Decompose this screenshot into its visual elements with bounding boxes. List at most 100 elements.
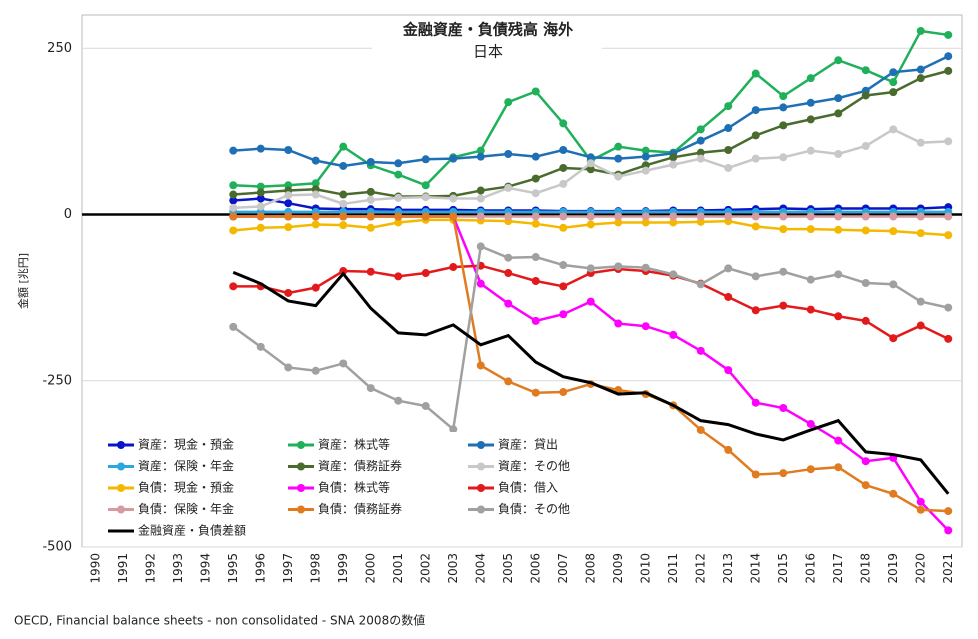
x-tick-label: 2012 (693, 553, 707, 584)
data-point (476, 279, 485, 288)
x-tick-label: 1996 (253, 553, 267, 584)
x-tick-label: 1998 (308, 553, 322, 584)
legend-marker (297, 484, 305, 492)
data-point (394, 212, 403, 221)
data-point (669, 160, 678, 169)
legend-marker (477, 441, 485, 449)
data-point (724, 163, 733, 172)
data-point (476, 194, 485, 203)
data-point (669, 270, 678, 279)
data-point (696, 425, 705, 434)
data-point (834, 436, 843, 445)
data-point (449, 263, 458, 272)
x-tick-label: 2009 (611, 553, 625, 584)
data-point (531, 87, 540, 96)
data-point (916, 26, 925, 35)
data-point (476, 186, 485, 195)
data-point (861, 212, 870, 221)
data-point (806, 212, 815, 221)
data-point (531, 316, 540, 325)
data-point (504, 253, 513, 262)
legend-marker (297, 505, 305, 514)
data-point (614, 154, 623, 163)
data-point (614, 172, 623, 181)
data-point (614, 142, 623, 151)
data-point (504, 269, 513, 278)
data-point (476, 152, 485, 161)
data-point (834, 225, 843, 234)
data-point (944, 212, 953, 221)
data-point (696, 212, 705, 221)
data-point (944, 231, 953, 240)
x-tick-label: 2013 (721, 553, 735, 584)
data-point (504, 377, 513, 386)
legend-marker (117, 505, 125, 514)
data-point (669, 212, 678, 221)
data-point (339, 142, 348, 151)
data-point (889, 334, 898, 343)
data-point (696, 280, 705, 289)
data-point (284, 199, 293, 208)
data-point (229, 190, 238, 199)
data-point (311, 283, 320, 292)
data-point (476, 242, 485, 251)
x-tick-label: 2004 (473, 553, 487, 584)
data-point (751, 212, 760, 221)
data-point (806, 98, 815, 107)
data-point (586, 212, 595, 221)
data-point (834, 270, 843, 279)
data-point (256, 144, 265, 153)
data-point (696, 154, 705, 163)
x-tick-label: 2007 (556, 553, 570, 584)
title-box (372, 18, 602, 64)
x-tick-label: 2018 (858, 553, 872, 584)
legend-label: 資産：保険・年金 (138, 458, 234, 473)
data-point (724, 145, 733, 154)
legend-label: 資産：その他 (498, 458, 570, 473)
legend-marker (117, 441, 125, 449)
x-tick-label: 2010 (638, 553, 652, 584)
data-point (394, 396, 403, 405)
data-point (586, 297, 595, 306)
data-point (861, 481, 870, 490)
data-point (724, 292, 733, 301)
data-point (889, 68, 898, 77)
data-point (421, 155, 430, 164)
data-point (751, 222, 760, 231)
data-point (339, 221, 348, 230)
data-point (834, 94, 843, 103)
data-point (229, 322, 238, 331)
data-point (394, 272, 403, 281)
data-point (531, 212, 540, 221)
data-point (339, 212, 348, 221)
x-tick-label: 2006 (528, 553, 542, 584)
data-point (256, 223, 265, 232)
data-point (944, 507, 953, 516)
data-point (889, 212, 898, 221)
data-point (504, 98, 513, 107)
data-point (476, 212, 485, 221)
data-point (421, 402, 430, 411)
data-point (229, 212, 238, 221)
data-point (751, 106, 760, 115)
x-tick-label: 1992 (143, 553, 157, 584)
data-point (779, 404, 788, 413)
legend-label: 資産：現金・預金 (138, 437, 234, 452)
data-point (229, 226, 238, 235)
data-point (256, 188, 265, 197)
data-point (311, 156, 320, 165)
y-tick-label: -250 (42, 373, 72, 388)
x-tick-label: 2016 (803, 553, 817, 584)
legend-label: 負債：その他 (498, 501, 570, 516)
data-point (531, 277, 540, 285)
data-point (366, 157, 375, 166)
data-point (229, 196, 238, 205)
data-point (641, 263, 650, 272)
data-point (339, 190, 348, 199)
data-point (916, 74, 925, 83)
data-point (339, 267, 348, 276)
data-point (586, 153, 595, 162)
data-point (944, 526, 953, 535)
data-point (779, 301, 788, 310)
